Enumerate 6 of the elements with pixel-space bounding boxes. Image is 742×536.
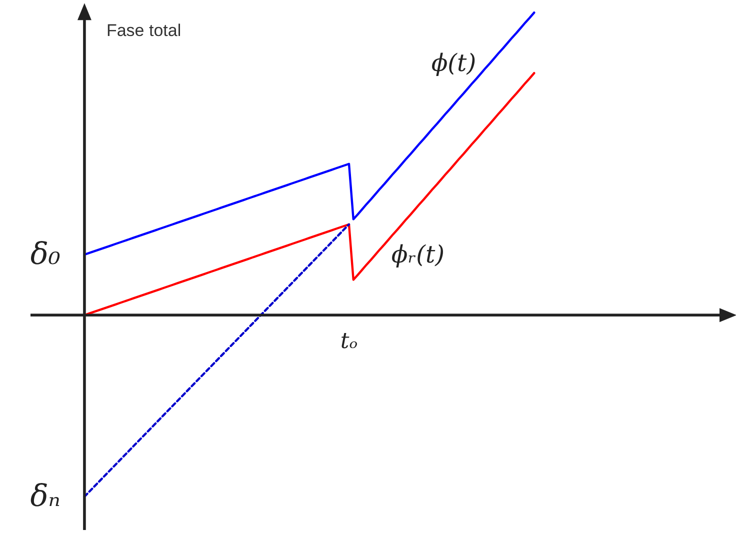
- text: δₙ: [30, 479, 60, 514]
- annotation: tₒ: [340, 329, 358, 354]
- series-label: ϕ(t): [431, 49, 476, 78]
- y-axis-title: Fase total: [106, 21, 182, 40]
- text: δ₀: [30, 237, 60, 272]
- series-label: ϕᵣ(t): [391, 240, 444, 269]
